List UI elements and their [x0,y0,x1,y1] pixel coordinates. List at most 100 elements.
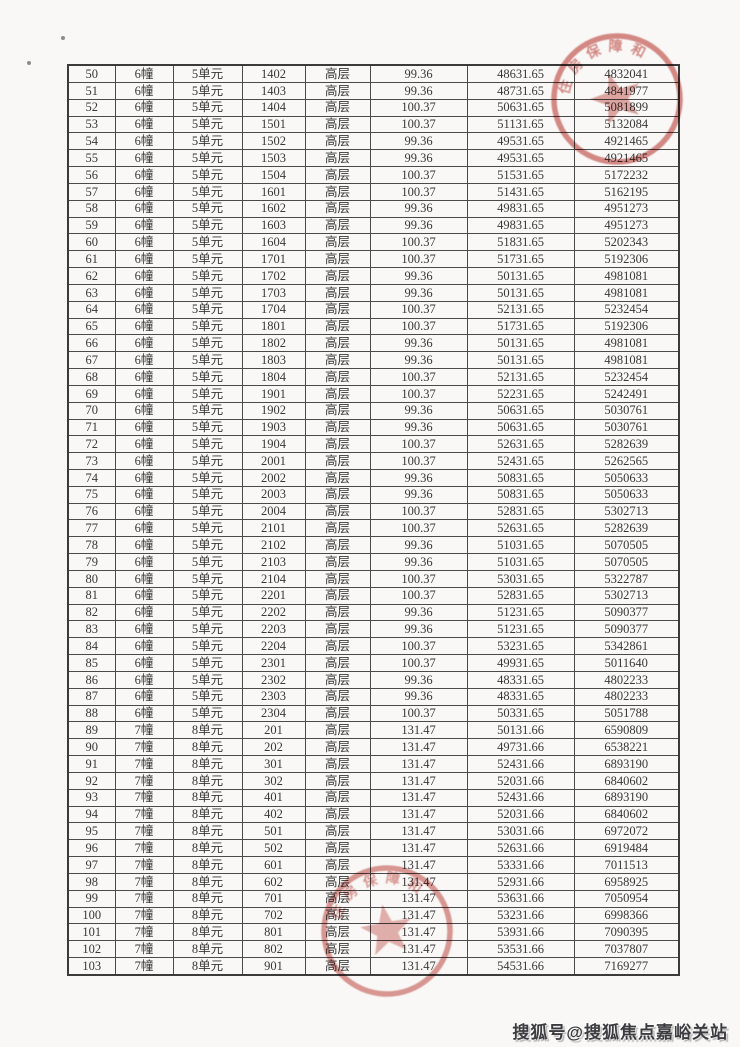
table-cell: 86 [67,670,116,689]
table-cell: 6893190 [573,788,680,807]
table-cell: 5162195 [573,182,680,201]
table-cell: 85 [67,654,116,672]
table-cell: 5单元 [172,670,243,689]
table-cell: 高层 [304,872,371,891]
table-cell: 100.37 [369,502,468,521]
table-cell: 1903 [241,418,306,437]
table-cell: 高层 [304,822,371,841]
table-cell: 高层 [304,670,371,689]
table-cell: 2001 [241,452,306,470]
table-cell: 99.36 [369,418,468,437]
table-row: 82 6幢 5单元 2202 高层 99.36 51231.65 5090377 [67,603,680,622]
table-cell: 50131.65 [466,267,575,285]
table-cell: 5单元 [172,536,243,555]
table-cell: 5单元 [172,485,243,504]
table-cell: 6幢 [114,300,174,319]
table-cell: 131.47 [369,721,468,740]
table-row: 78 6幢 5单元 2102 高层 99.36 51031.65 5070505 [67,536,680,555]
table-cell: 5单元 [172,64,243,83]
table-cell: 301 [241,755,306,773]
table-cell: 89 [67,721,116,740]
table-cell: 49731.66 [466,738,575,757]
table-cell: 6幢 [114,519,174,538]
table-row: 96 7幢 8单元 502 高层 131.47 52631.66 6919484 [67,839,680,858]
table-row: 79 6幢 5单元 2103 高层 99.36 51031.65 5070505 [67,553,680,571]
table-cell: 7幢 [114,755,174,773]
table-cell: 8单元 [172,889,243,908]
table-cell: 6幢 [114,704,174,723]
table-cell: 6998366 [573,906,680,925]
table-cell: 6幢 [114,98,174,117]
table-cell: 4841977 [573,81,680,100]
table-row: 60 6幢 5单元 1604 高层 100.37 51831.65 5202343 [67,233,680,252]
table-cell: 100.37 [369,704,468,723]
table-cell: 5172232 [573,166,680,184]
table-cell: 601 [241,856,306,874]
table-cell: 7幢 [114,822,174,841]
table-cell: 5302713 [573,502,680,521]
table-cell: 131.47 [369,822,468,841]
table-cell: 99.36 [369,351,468,370]
table-cell: 53631.66 [466,889,575,908]
table-cell: 5单元 [172,519,243,538]
table-cell: 2104 [241,569,306,588]
table-row: 100 7幢 8单元 702 高层 131.47 53231.66 6998366 [67,906,680,925]
table-cell: 2204 [241,637,306,656]
table-cell: 70 [67,401,116,420]
table-cell: 8单元 [172,738,243,757]
table-cell: 99.36 [369,334,468,353]
table-cell: 5322787 [573,569,680,588]
table-cell: 87 [67,687,116,706]
table-cell: 5282639 [573,435,680,454]
table-cell: 高层 [304,889,371,908]
table-cell: 6幢 [114,687,174,706]
table-cell: 100.37 [369,637,468,656]
table-cell: 6幢 [114,166,174,184]
table-cell: 53931.66 [466,923,575,942]
table-cell: 48731.65 [466,81,575,100]
table-cell: 高层 [304,334,371,353]
table-cell: 1801 [241,317,306,336]
table-cell: 50831.65 [466,468,575,487]
table-cell: 5342861 [573,637,680,656]
table-cell: 51131.65 [466,115,575,134]
table-cell: 53231.65 [466,637,575,656]
table-cell: 7050954 [573,889,680,908]
table-cell: 201 [241,721,306,740]
table-cell: 77 [67,519,116,538]
table-cell: 73 [67,452,116,470]
table-cell: 5单元 [172,166,243,184]
table-cell: 高层 [304,401,371,420]
table-cell: 5单元 [172,132,243,151]
table-cell: 49831.65 [466,199,575,218]
table-cell: 49531.65 [466,132,575,151]
table-cell: 4832041 [573,64,680,83]
table-cell: 99.36 [369,267,468,285]
table-cell: 高层 [304,755,371,773]
table-cell: 1504 [241,166,306,184]
table-row: 81 6幢 5单元 2201 高层 100.37 52831.65 5302713 [67,586,680,605]
table-cell: 高层 [304,940,371,958]
table-cell: 6幢 [114,603,174,622]
table-row: 101 7幢 8单元 801 高层 131.47 53931.66 7090395 [67,923,680,942]
table-cell: 74 [67,468,116,487]
table-cell: 8单元 [172,872,243,891]
table-cell: 53231.66 [466,906,575,925]
table-cell: 63 [67,283,116,302]
table-cell: 5单元 [172,452,243,470]
table-row: 84 6幢 5单元 2204 高层 100.37 53231.65 5342861 [67,637,680,656]
table-cell: 52431.66 [466,788,575,807]
table-cell: 99.36 [369,670,468,689]
table-cell: 2103 [241,553,306,571]
table-cell: 7幢 [114,923,174,942]
table-cell: 131.47 [369,906,468,925]
table-cell: 高层 [304,283,371,302]
table-cell: 99.36 [369,64,468,83]
table-cell: 100.37 [369,368,468,386]
table-cell: 1502 [241,132,306,151]
table-cell: 702 [241,906,306,925]
table-cell: 80 [67,569,116,588]
table-cell: 65 [67,317,116,336]
table-cell: 1904 [241,435,306,454]
table-cell: 50131.65 [466,351,575,370]
